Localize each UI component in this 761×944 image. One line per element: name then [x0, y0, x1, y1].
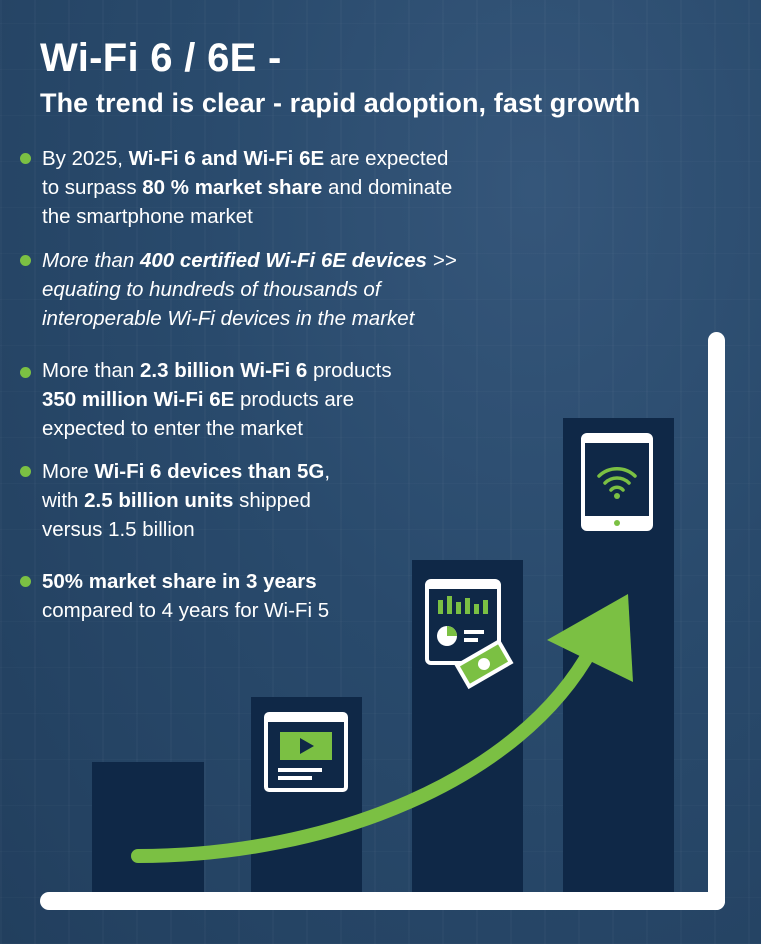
bullet-text: products: [307, 359, 392, 382]
growth-bar: [412, 560, 523, 894]
bullet-line: compared to 4 years for Wi-Fi 5: [42, 596, 522, 625]
bullet-line: with 2.5 billion units shipped: [42, 486, 522, 515]
bullet-text: shipped: [233, 489, 311, 512]
bullet-line: versus 1.5 billion: [42, 515, 522, 544]
chart-axis-horizontal: [40, 892, 725, 910]
bullet-text: By 2025,: [42, 147, 129, 170]
bullet-line: 50% market share in 3 years: [42, 567, 522, 596]
bullet-line: the smartphone market: [42, 202, 522, 231]
bullet-line: interoperable Wi-Fi devices in the marke…: [42, 304, 522, 333]
bullet-text: expected to enter the market: [42, 417, 303, 440]
bullet-text: equating to hundreds of thousands of: [42, 278, 381, 301]
bullet-text: >>: [426, 249, 457, 272]
bullet-text: versus 1.5 billion: [42, 518, 195, 541]
bullet-line: to surpass 80 % market share and dominat…: [42, 173, 522, 202]
bullet-wifi-vs-5g: More Wi-Fi 6 devices than 5G, with 2.5 bi…: [20, 457, 522, 544]
bullet-emphasis-text: 400 certified Wi-Fi 6E devices: [140, 249, 427, 272]
bullet-products-shipped: More than 2.3 billion Wi-Fi 6 products 35…: [20, 356, 522, 443]
bullet-emphasis-text: Wi-Fi 6 devices than 5G: [94, 460, 325, 483]
page-title: Wi-Fi 6 / 6E -: [40, 36, 282, 80]
bullet-line: By 2025, Wi-Fi 6 and Wi-Fi 6E are expect…: [42, 144, 522, 173]
bullet-emphasis-text: Wi-Fi 6 and Wi-Fi 6E: [128, 147, 325, 170]
bullet-line: 350 million Wi-Fi 6E products are: [42, 385, 522, 414]
bullet-text: compared to 4 years for Wi-Fi 5: [42, 599, 330, 622]
bullet-text: and dominate: [322, 176, 453, 199]
bullet-line: More Wi-Fi 6 devices than 5G,: [42, 457, 522, 486]
bullet-text: products are: [234, 388, 354, 411]
bullet-line: More than 400 certified Wi-Fi 6E devices…: [42, 246, 522, 275]
bullet-dot: [20, 255, 31, 266]
wifi-tablet-icon: [581, 433, 653, 531]
bullet-text: interoperable Wi-Fi devices in the marke…: [42, 307, 415, 330]
bullet-text: More: [42, 460, 95, 483]
bullet-emphasis-text: 2.5 billion units: [84, 489, 234, 512]
bullet-text: ,: [324, 460, 331, 483]
bullet-market-share-years: 50% market share in 3 years compared to 4…: [20, 567, 522, 625]
bullet-text: with: [42, 489, 85, 512]
bullet-dot: [20, 367, 31, 378]
chart-axis-vertical: [708, 332, 725, 910]
bullet-dot: [20, 576, 31, 587]
bullet-text: are expected: [324, 147, 449, 170]
video-player-icon: [264, 712, 348, 792]
bullet-emphasis-text: 50% market share in 3 years: [42, 570, 317, 593]
bullet-dot: [20, 466, 31, 477]
bullet-line: equating to hundreds of thousands of: [42, 275, 522, 304]
growth-bar: [92, 762, 204, 894]
bullet-text: to surpass: [42, 176, 143, 199]
bullet-certified-devices: More than 400 certified Wi-Fi 6E devices…: [20, 246, 522, 333]
bullet-text: the smartphone market: [42, 205, 253, 228]
growth-bar: [251, 697, 362, 894]
bullet-line: More than 2.3 billion Wi-Fi 6 products: [42, 356, 522, 385]
bullet-text: More than: [42, 249, 140, 272]
bullet-emphasis-text: 2.3 billion Wi-Fi 6: [140, 359, 308, 382]
bullet-emphasis-text: 350 million Wi-Fi 6E: [42, 388, 235, 411]
bullet-text: More than: [42, 359, 140, 382]
bullet-line: expected to enter the market: [42, 414, 522, 443]
bullet-dot: [20, 153, 31, 164]
dashboard-money-icon: [425, 579, 514, 690]
bullet-emphasis-text: 80 % market share: [142, 176, 323, 199]
page-subtitle: The trend is clear - rapid adoption, fas…: [40, 88, 641, 118]
bullet-smartphone-share: By 2025, Wi-Fi 6 and Wi-Fi 6E are expect…: [20, 144, 522, 231]
